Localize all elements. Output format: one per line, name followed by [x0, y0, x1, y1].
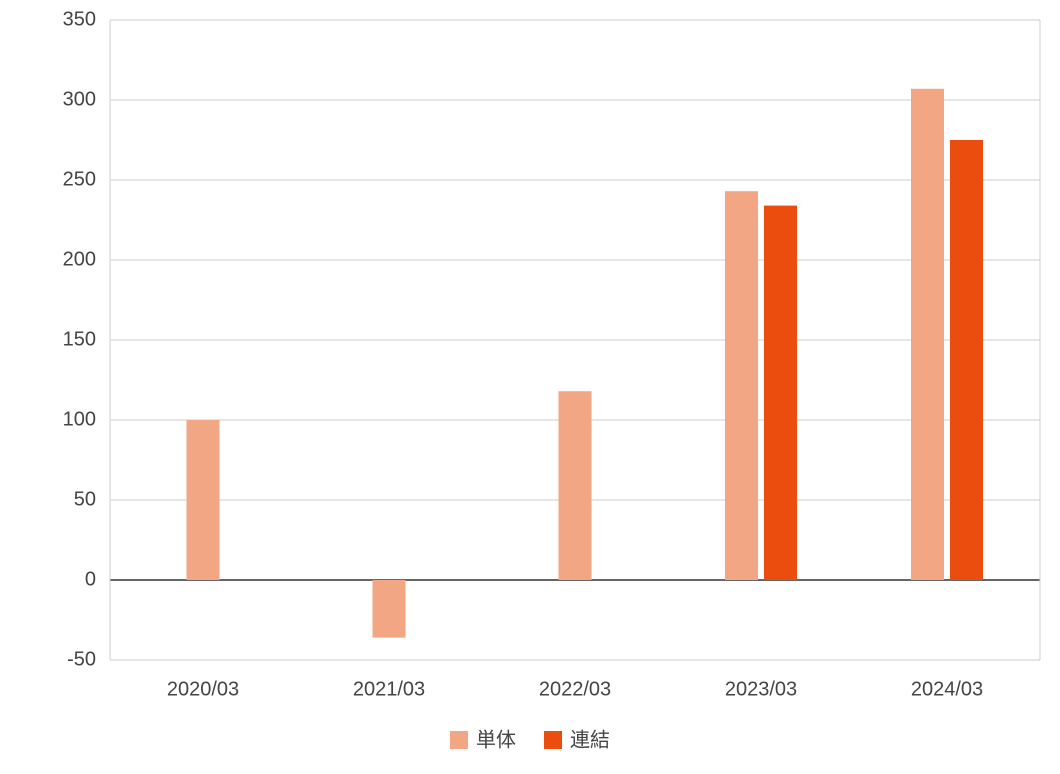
y-tick-label: 350	[63, 8, 96, 30]
y-tick-label: 200	[63, 248, 96, 270]
y-tick-label: -50	[67, 648, 96, 670]
bar-tantai	[911, 89, 944, 580]
y-tick-label: 50	[74, 488, 96, 510]
bar-renketsu	[764, 206, 797, 580]
bar-renketsu	[950, 140, 983, 580]
bar-chart: -50 0 50 100 150 200 250 300 350 2020/03 2021/03 20…	[0, 0, 1060, 774]
legend-swatch	[450, 731, 468, 749]
legend-label: 連結	[570, 728, 610, 751]
legend-swatch	[544, 731, 562, 749]
y-tick-label: 300	[63, 88, 96, 110]
x-tick-label: 2022/03	[539, 679, 611, 701]
bar-tantai	[725, 191, 758, 580]
y-tick-label: 150	[63, 328, 96, 350]
y-tick-label: 100	[63, 408, 96, 430]
bar-tantai	[373, 580, 406, 638]
y-tick-label: 250	[63, 168, 96, 190]
legend-label: 単体	[476, 728, 516, 751]
x-tick-label: 2023/03	[725, 679, 797, 701]
y-tick-label: 0	[85, 568, 96, 590]
x-tick-label: 2020/03	[167, 679, 239, 701]
bar-tantai	[559, 391, 592, 580]
bar-tantai	[187, 420, 220, 580]
x-tick-label: 2024/03	[911, 679, 983, 701]
x-tick-label: 2021/03	[353, 679, 425, 701]
